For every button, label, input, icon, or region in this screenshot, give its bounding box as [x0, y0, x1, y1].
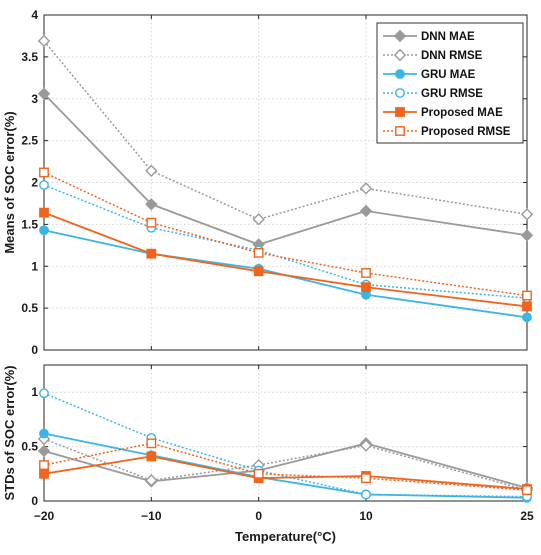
data-point	[145, 164, 158, 177]
data-point	[359, 182, 373, 195]
series-gru-rmse	[39, 180, 532, 303]
data-point	[253, 247, 264, 258]
x-tick-label: −10	[141, 509, 162, 523]
series-line	[43, 40, 528, 221]
panel-1-ytick-label: 2	[31, 176, 38, 190]
data-point	[145, 198, 158, 211]
series-line	[43, 432, 528, 499]
legend-marker	[393, 48, 407, 62]
series-line	[43, 184, 528, 299]
series-gru-mae	[39, 428, 532, 503]
panel-2-ytick-label: 0	[31, 494, 38, 508]
legend-marker	[395, 107, 405, 117]
panel-1-ytick-label: 4	[31, 8, 38, 22]
data-point	[146, 451, 157, 462]
legend-box	[376, 22, 524, 144]
x-tick-label: −20	[34, 509, 55, 523]
data-point	[520, 229, 534, 242]
data-point	[39, 468, 49, 479]
legend-item-gru-mae: GRU MAE	[383, 69, 476, 81]
legend-marker	[395, 126, 405, 136]
data-point	[37, 444, 51, 458]
series-gru-mae	[39, 225, 532, 323]
data-point	[361, 282, 371, 293]
x-axis-label: Temperature(°C)	[235, 529, 336, 544]
legend-label: Proposed MAE	[421, 107, 503, 119]
panel-2-ytick-label: 1	[31, 385, 38, 399]
x-tick-label: 0	[255, 509, 262, 523]
x-tick-label: 25	[520, 509, 534, 523]
series-proposed-rmse	[39, 438, 532, 496]
legend-item-gru-rmse: GRU RMSE	[383, 88, 483, 100]
data-point	[253, 468, 264, 479]
data-point	[253, 266, 264, 277]
legend-item-proposed-rmse: Proposed RMSE	[383, 126, 511, 138]
data-point	[359, 439, 373, 452]
data-point	[39, 207, 49, 218]
series-line	[43, 438, 528, 491]
legend-marker	[393, 29, 407, 43]
legend-label: GRU MAE	[421, 69, 476, 81]
panel-1-ytick-label: 0	[31, 343, 38, 357]
panel-2-y-axis-label: STDs of SOC error(%)	[2, 365, 17, 500]
data-point	[145, 474, 158, 487]
data-point	[37, 87, 51, 100]
data-point	[39, 167, 49, 178]
panel-2: 0 0.5 1 STDs of SOC error(%)	[2, 364, 534, 508]
legend-marker	[395, 69, 405, 79]
series-proposed-rmse	[39, 167, 532, 301]
data-point	[361, 473, 371, 484]
legend-item-proposed-mae: Proposed MAE	[383, 107, 503, 119]
series-dnn-rmse	[37, 34, 534, 226]
series-line	[43, 171, 528, 297]
data-point	[39, 460, 49, 470]
data-point	[39, 225, 49, 236]
panel-2-ytick-label: 0.5	[21, 440, 38, 454]
data-point	[522, 301, 532, 312]
data-point	[252, 213, 265, 226]
x-tick-label: 10	[359, 509, 373, 523]
series-proposed-mae	[39, 451, 532, 494]
legend: DNN MAE DNN RMSE GRU MAE GRU RMSE Proposed M…	[376, 22, 524, 144]
panel-1-ytick-label: 1.5	[21, 217, 38, 231]
data-point	[146, 248, 157, 259]
series-line	[43, 229, 528, 319]
panel-1-ytick-label: 3.5	[21, 50, 38, 64]
panel-1-ytick-label: 3	[31, 92, 38, 106]
data-point	[39, 388, 49, 399]
series-proposed-mae	[39, 207, 532, 312]
panel-1-y-axis-label: Means of SOC error(%)	[2, 111, 17, 253]
panel-1: 0 0.5 1 1.5 2 2.5 3 3.5 4 Means of SOC error(%)	[2, 8, 534, 357]
data-point	[522, 312, 532, 323]
data-point	[361, 489, 371, 500]
legend-label: DNN RMSE	[421, 50, 483, 62]
data-point	[146, 438, 157, 449]
legend-marker	[395, 88, 405, 98]
data-point	[520, 208, 534, 221]
data-point	[146, 217, 157, 228]
panel-1-ytick-label: 2.5	[21, 134, 38, 148]
legend-item-dnn-rmse: DNN RMSE	[383, 48, 483, 62]
data-point	[522, 485, 532, 496]
data-point	[37, 34, 51, 48]
panel-1-ytick-label: 0.5	[21, 301, 38, 315]
data-point	[359, 204, 373, 218]
data-point	[39, 180, 49, 190]
legend-item-dnn-mae: DNN MAE	[383, 29, 475, 43]
legend-label: DNN MAE	[421, 31, 475, 43]
data-point	[361, 268, 371, 278]
panel-1-ytick-label: 1	[31, 259, 38, 273]
data-point	[39, 428, 49, 439]
legend-label: Proposed RMSE	[421, 126, 511, 138]
data-point	[522, 290, 532, 301]
legend-label: GRU RMSE	[421, 88, 483, 100]
